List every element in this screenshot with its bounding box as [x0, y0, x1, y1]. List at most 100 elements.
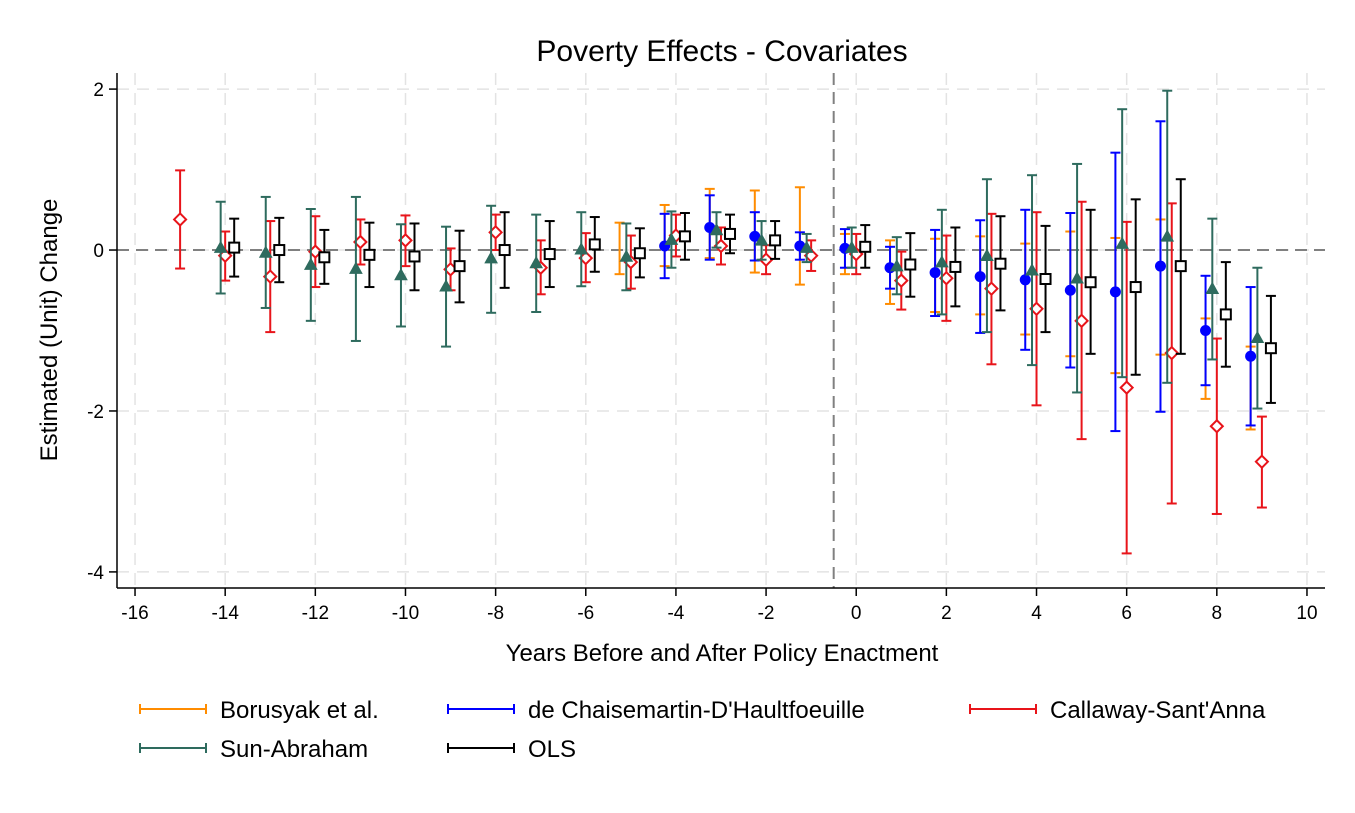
legend-item-3: Sun-Abraham [139, 736, 368, 763]
point-marker-square [363, 248, 376, 261]
point-marker-dot [974, 271, 986, 283]
point-marker-square [1039, 273, 1052, 285]
x-tick-label: -14 [211, 603, 239, 624]
y-tick-label: 0 [93, 241, 104, 262]
point-marker-square [724, 227, 737, 240]
x-tick-label: 10 [1296, 603, 1317, 624]
point-marker-triangle [394, 267, 408, 281]
legend-label: Borusyak et al. [220, 697, 379, 724]
point-marker-triangle [1250, 330, 1265, 344]
x-tick-label: -8 [487, 603, 504, 624]
point-marker-square [1174, 260, 1187, 273]
point-marker-square [318, 251, 331, 264]
point-marker-triangle [1160, 229, 1175, 242]
x-tick-label: 2 [941, 603, 952, 624]
point-marker-triangle [529, 255, 544, 269]
point-marker-triangle [844, 240, 859, 253]
point-marker-dot [1019, 274, 1031, 286]
series-2 [172, 169, 1270, 555]
point-marker-square [273, 244, 286, 257]
legend-label: OLS [528, 736, 576, 763]
series-3 [213, 89, 1265, 410]
point-marker-triangle [213, 240, 228, 253]
point-marker-square [588, 238, 601, 251]
point-marker-diamond [1119, 380, 1135, 396]
point-marker-square [1264, 342, 1277, 355]
chart-title: Poverty Effects - Covariates [536, 35, 907, 68]
x-tick-label: -6 [577, 603, 594, 624]
point-marker-dot [929, 267, 941, 279]
legend-item-2: Callaway-Sant'Anna [969, 697, 1266, 724]
legend: Borusyak et al. de Chaisemartin-D'Haultfo… [139, 697, 1266, 763]
point-marker-triangle [889, 259, 904, 272]
point-marker-triangle [935, 255, 949, 268]
x-tick-label: 8 [1212, 603, 1223, 624]
x-axis-label: Years Before and After Policy Enactment [506, 640, 939, 667]
y-tick-label: -4 [87, 563, 104, 584]
y-tick-label: -2 [87, 402, 104, 423]
point-marker-dot [1245, 350, 1257, 362]
point-marker-triangle [1115, 236, 1130, 249]
point-marker-dot [1200, 325, 1212, 336]
point-marker-triangle [664, 232, 679, 245]
point-marker-square [633, 247, 646, 260]
point-marker-triangle [709, 222, 724, 236]
point-marker-triangle [619, 249, 634, 262]
point-marker-square [1219, 308, 1232, 321]
point-marker-dot [1154, 260, 1166, 272]
point-marker-square [228, 241, 241, 254]
point-marker-triangle [574, 242, 589, 255]
point-marker-square [949, 260, 962, 273]
x-tick-label: -16 [121, 603, 148, 624]
x-tick-label: 4 [1031, 603, 1042, 624]
point-marker-square [1084, 276, 1097, 289]
point-marker-triangle [303, 257, 318, 270]
y-tick-label: 2 [93, 80, 104, 101]
point-marker-dot [1064, 284, 1076, 296]
point-marker-triangle [439, 279, 453, 292]
point-marker-square [1129, 281, 1142, 294]
point-marker-dot [749, 230, 761, 242]
reference-lines [117, 73, 1325, 588]
series-layer [172, 89, 1277, 555]
point-marker-triangle [799, 240, 814, 253]
legend-item-4: OLS [447, 736, 576, 763]
point-marker-triangle [258, 245, 273, 258]
point-marker-dot [1109, 286, 1121, 298]
point-marker-square [859, 240, 872, 253]
point-marker-square [453, 260, 466, 273]
point-marker-square [543, 248, 556, 261]
legend-label: de Chaisemartin-D'Haultfoeuille [528, 697, 865, 724]
point-marker-square [678, 230, 691, 243]
point-marker-square [994, 257, 1007, 270]
x-tick-label: 0 [851, 603, 862, 624]
axes: -16 -14 -12 -10 -8 -6 -4 -2 0 2 4 6 8 10 2 0 -2 -4 [87, 73, 1325, 624]
point-marker-diamond [1254, 454, 1270, 470]
series-4 [228, 178, 1277, 404]
grid-lines [117, 73, 1325, 588]
point-marker-square [408, 250, 421, 263]
point-marker-diamond [172, 212, 188, 227]
point-marker-square [498, 244, 511, 257]
legend-label: Sun-Abraham [220, 736, 368, 763]
legend-item-1: de Chaisemartin-D'Haultfoeuille [447, 697, 865, 724]
point-marker-triangle [1025, 263, 1039, 276]
legend-item-0: Borusyak et al. [139, 697, 379, 724]
legend-label: Callaway-Sant'Anna [1050, 697, 1266, 724]
x-tick-label: -4 [667, 603, 684, 624]
point-marker-square [769, 234, 782, 247]
point-marker-triangle [980, 248, 994, 261]
point-marker-square [904, 258, 917, 271]
point-marker-triangle [754, 233, 769, 246]
point-marker-triangle [484, 251, 498, 264]
y-axis-label: Estimated (Unit) Change [36, 199, 63, 462]
x-tick-label: 6 [1121, 603, 1132, 624]
point-marker-triangle [349, 261, 363, 274]
x-tick-label: -10 [392, 603, 419, 624]
x-tick-label: -12 [302, 603, 329, 624]
x-tick-label: -2 [758, 603, 775, 624]
point-marker-triangle [1205, 281, 1220, 294]
point-marker-diamond [1209, 418, 1225, 434]
point-marker-triangle [1070, 271, 1084, 284]
